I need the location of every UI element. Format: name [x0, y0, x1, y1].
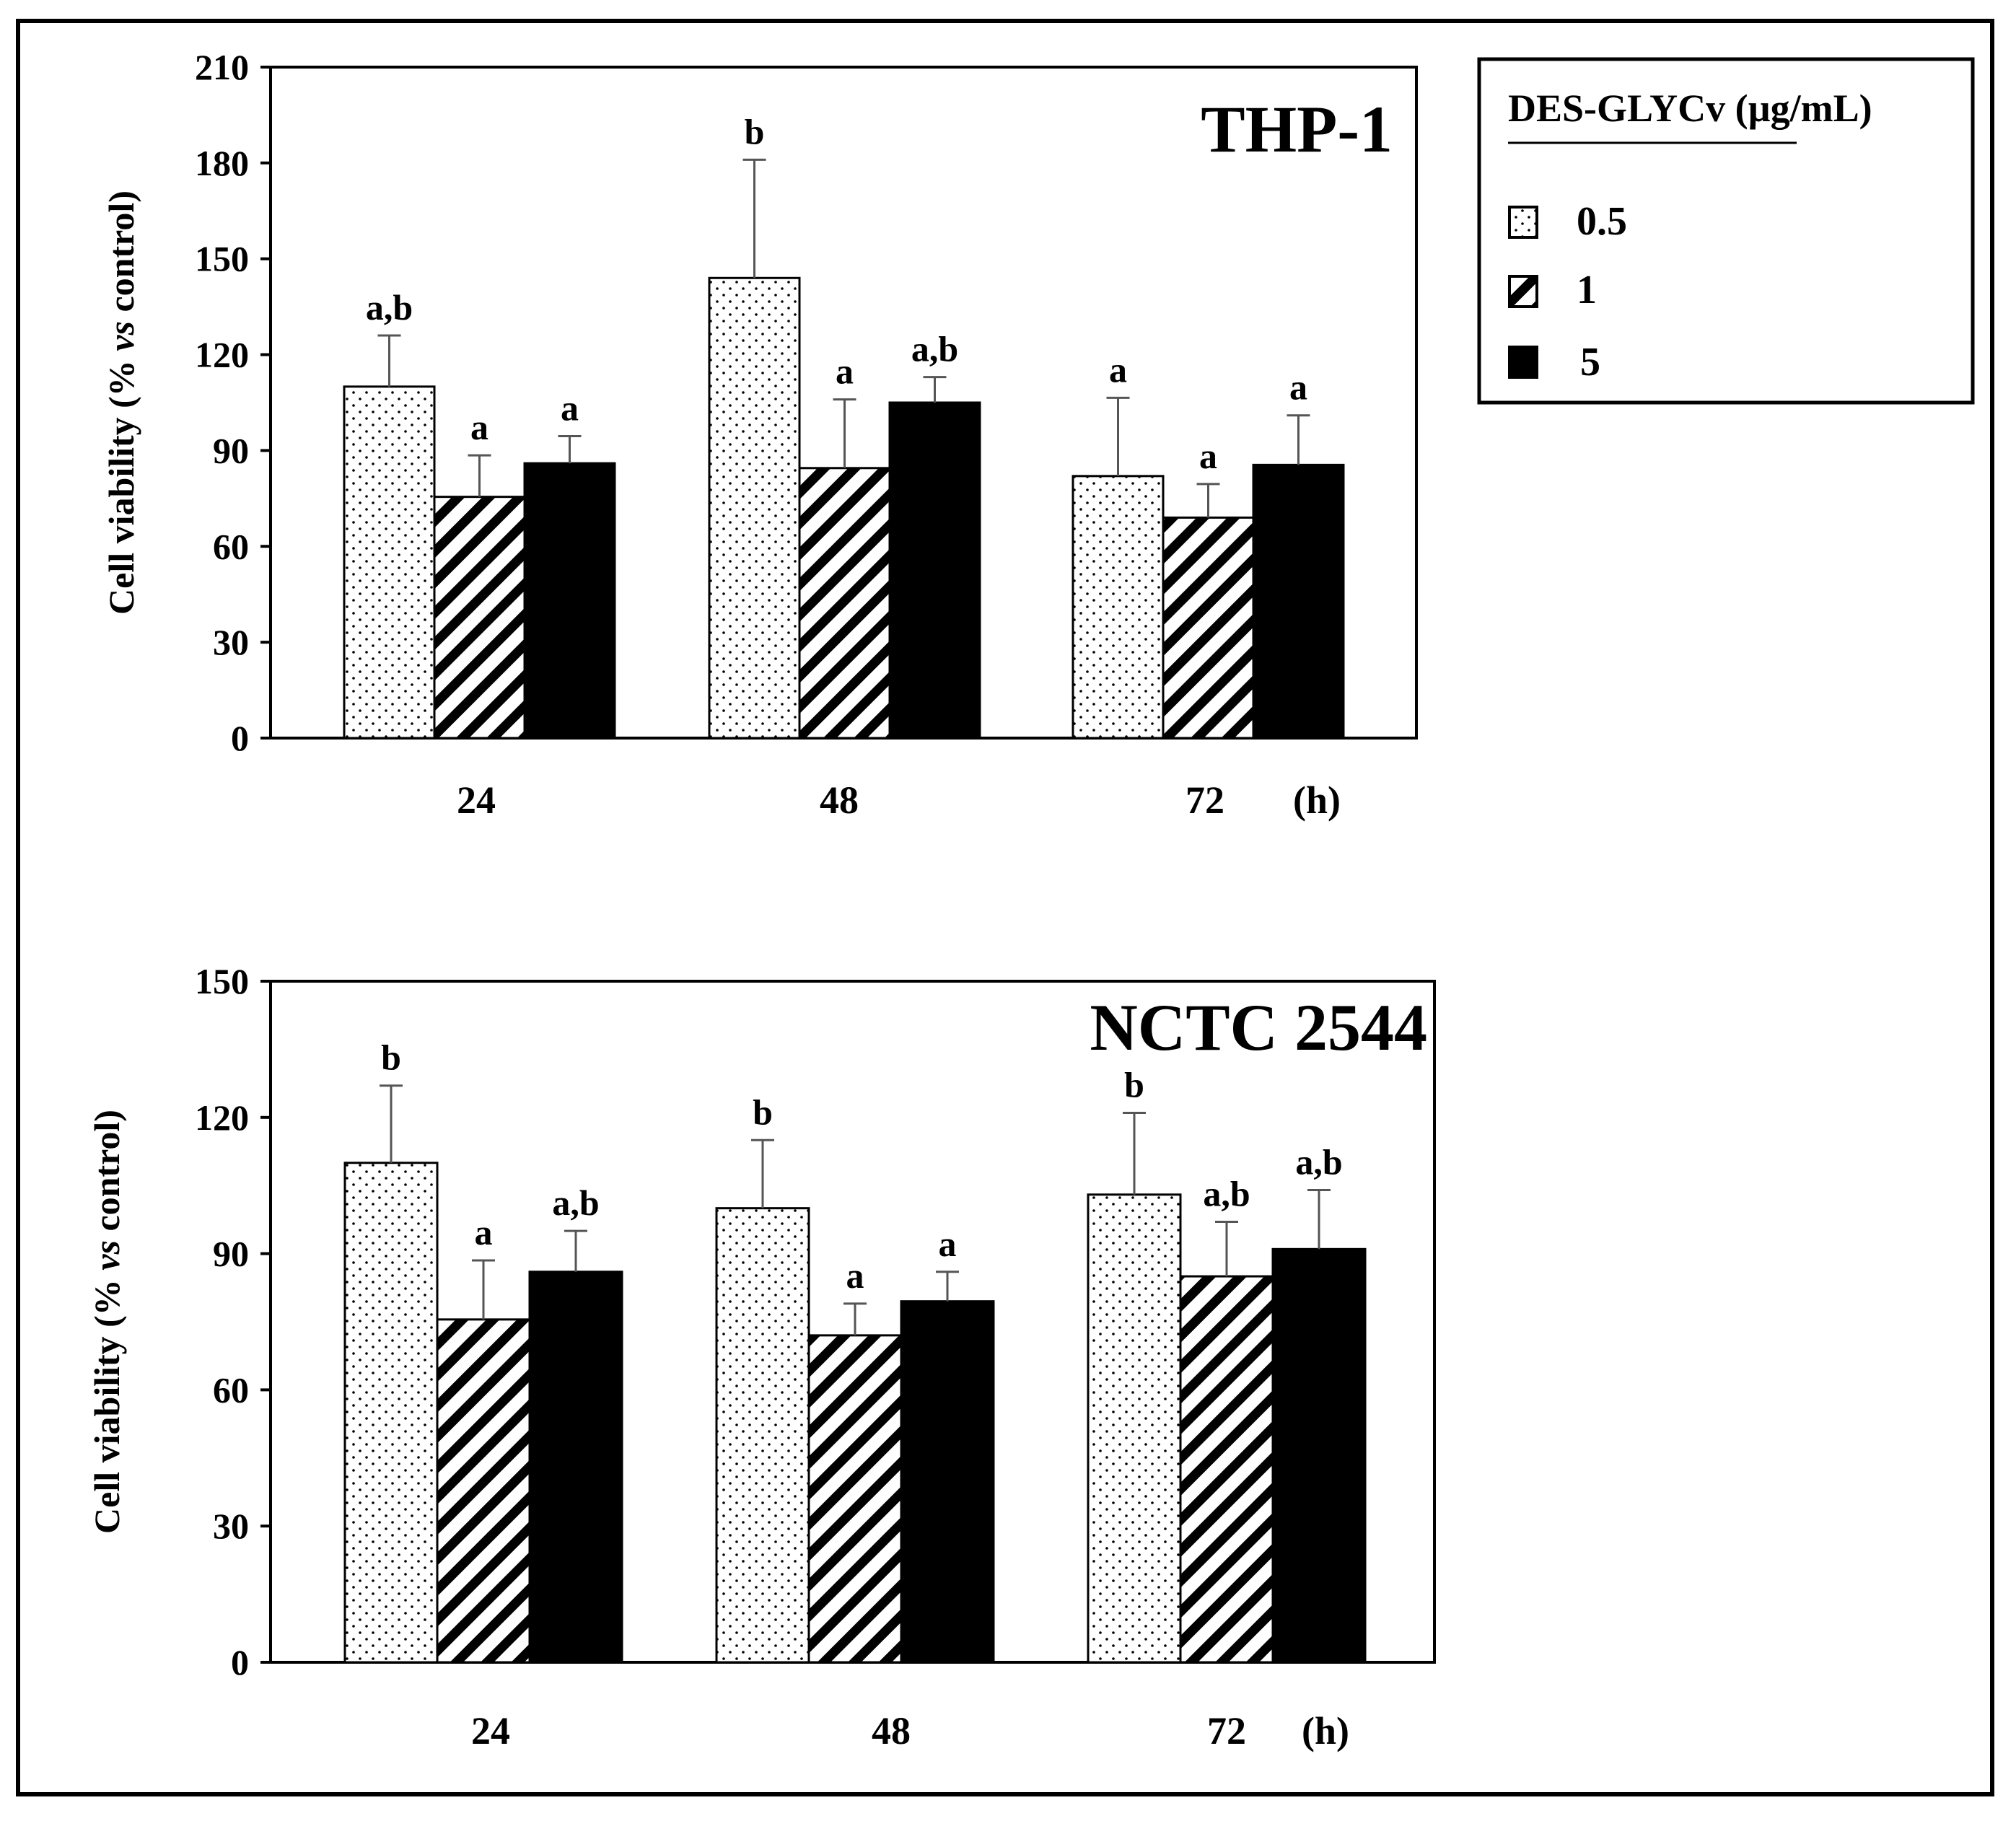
bar: [798, 467, 891, 740]
panel-title: NCTC 2544: [1090, 991, 1427, 1064]
y-tick-label: 90: [213, 430, 249, 470]
significance-label: a,b: [552, 1182, 599, 1223]
significance-label: a: [836, 351, 854, 392]
significance-label: b: [381, 1037, 401, 1078]
bar: [436, 1318, 531, 1664]
significance-label: a: [1199, 436, 1217, 476]
x-unit-label: (h): [1293, 778, 1341, 822]
y-tick-label: 120: [195, 1097, 249, 1138]
bar: [1179, 1275, 1274, 1664]
significance-label: a: [1289, 367, 1307, 408]
x-unit-label: (h): [1302, 1709, 1349, 1752]
significance-label: b: [1124, 1065, 1144, 1105]
significance-label: a,b: [1295, 1141, 1342, 1182]
bar: [807, 1334, 903, 1664]
bar: [1271, 1247, 1367, 1664]
y-tick-label: 90: [213, 1234, 249, 1274]
bar: [888, 401, 981, 740]
legend: DES-GLYCv (µg/mL) 0.5 1 5: [1477, 57, 1975, 405]
bar: [900, 1300, 995, 1664]
y-tick-label: 180: [195, 143, 249, 183]
legend-label-1: 1: [1577, 268, 1597, 312]
significance-label: a,b: [366, 287, 413, 328]
bar: [715, 1207, 810, 1664]
legend-label-5: 5: [1580, 340, 1600, 385]
legend-box: [1477, 57, 1975, 405]
x-category-label: 48: [820, 778, 859, 822]
bar: [1252, 463, 1345, 740]
significance-label: b: [753, 1092, 773, 1132]
x-category-label: 72: [1207, 1709, 1246, 1752]
y-tick-label: 30: [213, 622, 249, 662]
significance-label: b: [745, 111, 765, 152]
figure-frame: [16, 19, 1994, 1796]
y-axis-label: Cell viability (% vs control): [101, 190, 141, 615]
bar: [1071, 475, 1165, 740]
legend-swatch-1: [1508, 275, 1538, 308]
y-tick-label: 150: [195, 239, 249, 279]
bar: [523, 462, 616, 740]
chart-nctc2544: 0 30 60 90 120 150 Cell viability (% vs contro…: [87, 961, 1436, 1752]
legend-swatch-0.5: [1508, 206, 1538, 239]
bar: [1087, 1193, 1182, 1664]
significance-label: a: [939, 1224, 957, 1264]
y-tick-label: 0: [231, 718, 249, 758]
y-tick-label: 60: [213, 1369, 249, 1410]
bar: [1162, 516, 1255, 740]
y-axis-label: Cell viability (% vs control): [87, 1110, 127, 1534]
bar: [343, 385, 436, 740]
bar: [433, 496, 526, 740]
significance-label: a: [475, 1212, 493, 1252]
y-tick-label: 120: [195, 335, 249, 375]
legend-label-0.5: 0.5: [1577, 199, 1627, 244]
chart-thp1: 0 30 60 90 120 150 180 210 Cell viability (% vs …: [101, 47, 1418, 822]
significance-label: a: [1109, 349, 1127, 390]
bar: [343, 1162, 439, 1664]
legend-title: DES-GLYCv (µg/mL): [1508, 87, 1872, 130]
significance-label: a,b: [911, 329, 958, 369]
significance-label: a,b: [1203, 1174, 1250, 1214]
legend-swatch-5: [1508, 346, 1538, 379]
significance-label: a: [561, 388, 579, 429]
significance-label: a: [470, 407, 488, 447]
y-tick-label: 150: [195, 961, 249, 1001]
y-tick-label: 210: [195, 47, 249, 87]
y-tick-label: 30: [213, 1506, 249, 1546]
bar: [708, 276, 801, 740]
y-tick-label: 0: [231, 1642, 249, 1682]
bar: [528, 1271, 623, 1664]
x-category-label: 48: [872, 1709, 911, 1752]
panel-title: THP-1: [1201, 92, 1393, 166]
y-tick-label: 60: [213, 526, 249, 566]
x-category-label: 24: [471, 1709, 510, 1752]
significance-label: a: [846, 1255, 864, 1296]
x-category-label: 72: [1186, 778, 1224, 822]
x-category-label: 24: [457, 778, 496, 822]
